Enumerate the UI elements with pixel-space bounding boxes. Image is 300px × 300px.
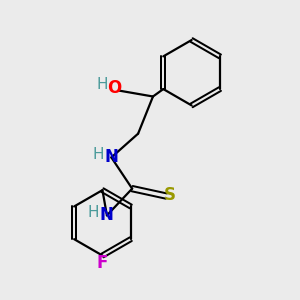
Text: O: O: [107, 79, 122, 97]
Text: H: H: [88, 205, 99, 220]
Text: N: N: [104, 148, 118, 166]
Text: S: S: [163, 186, 175, 204]
Text: F: F: [97, 254, 108, 272]
Text: H: H: [92, 147, 104, 162]
Text: H: H: [97, 77, 108, 92]
Text: N: N: [100, 206, 114, 224]
